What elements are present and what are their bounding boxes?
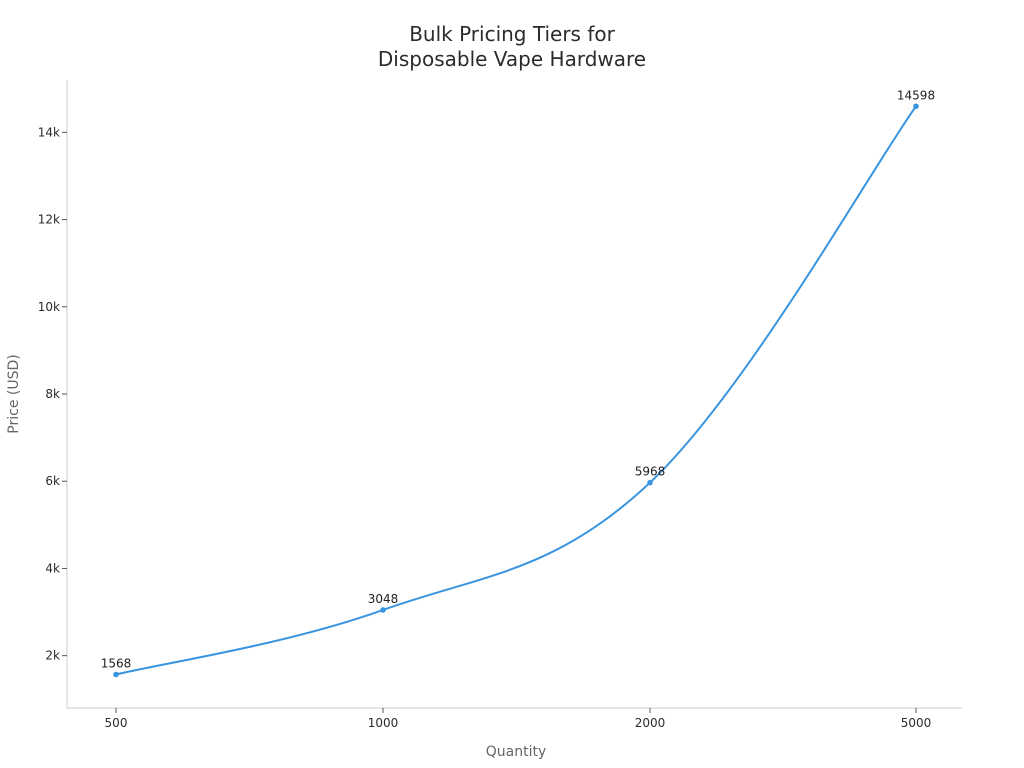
data-point (380, 607, 386, 613)
data-point (113, 671, 119, 678)
x-axis-ticks: 500 1000 2000 5000 (105, 708, 932, 730)
y-tick-label: 10k (38, 300, 60, 314)
data-label: 14598 (897, 88, 935, 102)
x-tick-label: 2000 (635, 716, 666, 730)
data-label: 3048 (368, 592, 399, 606)
series-line (115, 105, 917, 676)
data-labels: 1568 3048 5968 14598 (101, 88, 935, 670)
data-points (113, 103, 919, 678)
data-point (913, 103, 919, 110)
chart-title-line-2: Disposable Vape Hardware (377, 47, 647, 71)
y-tick-label: 14k (38, 125, 60, 139)
axes (66, 80, 962, 709)
chart-title-line-1: Bulk Pricing Tiers for (409, 22, 615, 46)
x-axis-title: Quantity (486, 744, 547, 760)
x-tick-label: 1000 (368, 716, 399, 730)
y-tick-label: 8k (45, 387, 60, 401)
x-tick-label: 500 (105, 716, 128, 730)
y-tick-label: 2k (45, 649, 60, 663)
y-axis-title: Price (USD) (6, 354, 22, 433)
y-tick-label: 6k (45, 474, 60, 488)
data-label: 5968 (635, 465, 666, 479)
y-tick-label: 4k (45, 561, 60, 575)
x-tick-label: 5000 (901, 716, 932, 730)
data-label: 1568 (101, 657, 132, 671)
y-tick-label: 12k (38, 213, 60, 227)
data-point (647, 479, 653, 486)
y-axis-ticks: 2k 4k 6k 8k 10k 12k 14k (38, 125, 67, 663)
